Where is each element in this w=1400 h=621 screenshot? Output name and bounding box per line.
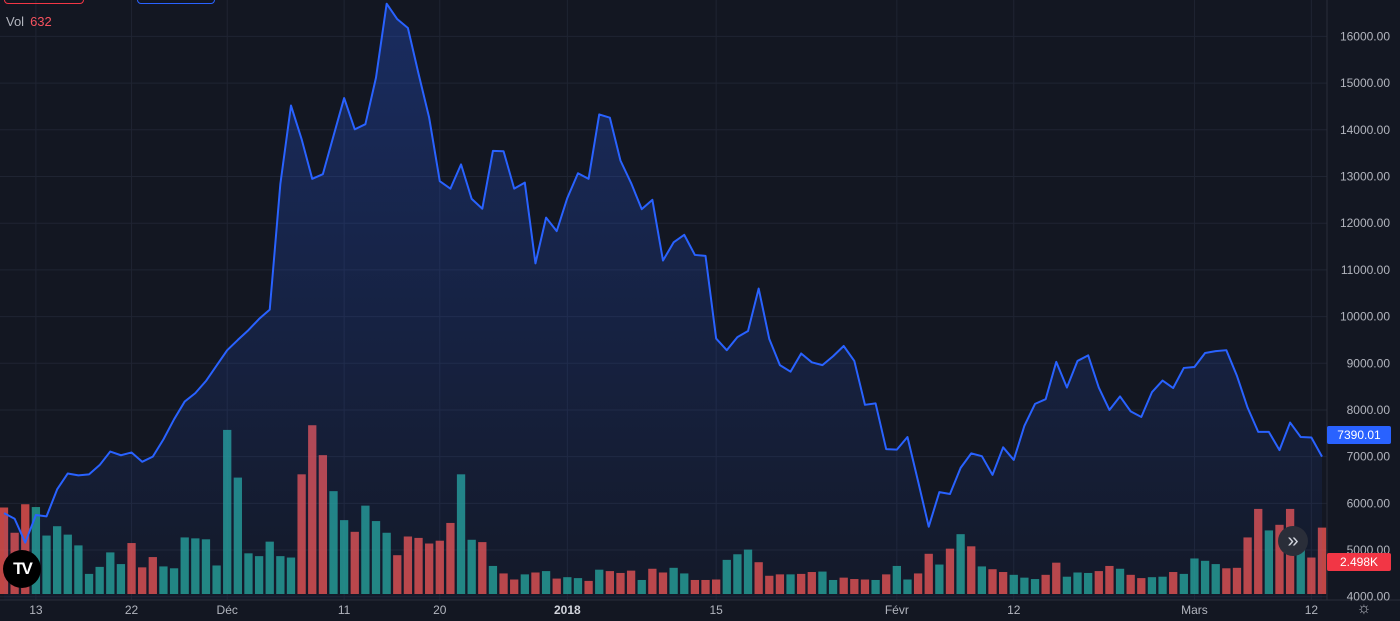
- top-toolbar-button-blue[interactable]: [137, 0, 215, 4]
- x-tick-label: 15: [709, 603, 723, 617]
- y-tick-label: 6000.00: [1347, 496, 1391, 510]
- x-tick-label: 13: [29, 603, 43, 617]
- x-tick-label: Mars: [1181, 603, 1208, 617]
- last-volume-badge: 2.498K: [1327, 553, 1391, 571]
- volume-legend: Vol 632: [6, 14, 52, 29]
- y-tick-label: 4000.00: [1347, 590, 1391, 604]
- x-tick-label: 12: [1305, 603, 1319, 617]
- x-tick-label: Déc: [217, 603, 238, 617]
- volume-legend-value: 632: [30, 14, 52, 29]
- last-price-badge: 7390.01: [1327, 426, 1391, 444]
- tradingview-logo: TV: [3, 550, 41, 588]
- y-tick-label: 14000.00: [1340, 123, 1390, 137]
- settings-gear-icon[interactable]: ☼: [1356, 600, 1372, 617]
- y-tick-label: 12000.00: [1340, 216, 1390, 230]
- price-line: [3, 2, 1323, 544]
- y-tick-label: 11000.00: [1341, 263, 1390, 277]
- top-toolbar-button-red[interactable]: [4, 0, 84, 4]
- y-tick-label: 15000.00: [1340, 76, 1390, 90]
- x-axis: 13 22 Déc 11 20 2018 15 Févr 12 Mars 12: [29, 603, 1318, 617]
- x-tick-label: 2018: [554, 603, 581, 617]
- y-tick-label: 9000.00: [1347, 356, 1391, 370]
- price-area: [4, 3, 1322, 601]
- y-tick-label: 16000.00: [1340, 29, 1390, 43]
- y-tick-label: 7000.00: [1347, 450, 1391, 464]
- x-tick-label: 20: [433, 603, 447, 617]
- y-tick-label: 8000.00: [1347, 403, 1391, 417]
- y-tick-label: 13000.00: [1340, 169, 1390, 183]
- scroll-to-realtime-button[interactable]: »: [1278, 526, 1308, 556]
- y-axis: 4000.005000.006000.007000.008000.009000.…: [1340, 29, 1390, 603]
- x-tick-label: 22: [125, 603, 139, 617]
- x-tick-label: Févr: [885, 603, 909, 617]
- y-tick-label: 10000.00: [1340, 310, 1390, 324]
- volume-legend-label: Vol: [6, 14, 25, 29]
- x-tick-label: 12: [1007, 603, 1021, 617]
- x-tick-label: 11: [338, 603, 351, 617]
